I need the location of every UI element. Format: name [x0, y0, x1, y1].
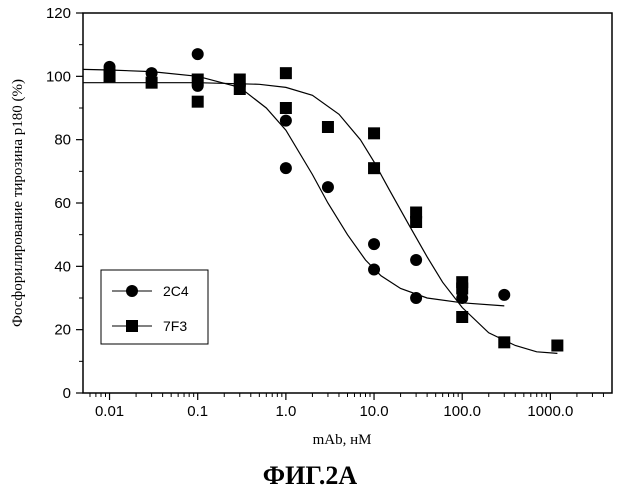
marker-7f3: [234, 83, 246, 95]
marker-2c4: [322, 181, 334, 193]
marker-2c4: [368, 264, 380, 276]
marker-7f3: [192, 96, 204, 108]
legend-box: [101, 270, 208, 344]
marker-7f3: [456, 311, 468, 323]
y-tick-label: 100: [46, 68, 71, 85]
marker-2c4: [498, 289, 510, 301]
marker-2c4: [280, 162, 292, 174]
legend: 2C4 7F3: [101, 270, 208, 344]
figure-caption: ФИГ.2А: [263, 461, 358, 490]
x-tick-label: 100.0: [443, 403, 481, 420]
marker-7f3: [551, 340, 563, 352]
x-tick-label: 1.0: [275, 403, 296, 420]
y-tick-label: 80: [54, 132, 71, 149]
legend-label-2c4: 2C4: [163, 283, 189, 299]
marker-2c4: [410, 254, 422, 266]
y-tick-label: 20: [54, 322, 71, 339]
y-tick-label: 40: [54, 258, 71, 275]
x-axis-title: mAb, нМ: [313, 432, 372, 448]
marker-2c4: [280, 115, 292, 127]
legend-label-7f3: 7F3: [163, 318, 187, 334]
marker-7f3: [280, 102, 292, 114]
legend-marker-7f3: [126, 320, 138, 332]
marker-7f3: [498, 336, 510, 348]
marker-7f3: [368, 162, 380, 174]
marker-7f3: [410, 216, 422, 228]
x-axis-ticks: 0.01 0.1 1.0 10.0 100.0 1000.0: [90, 393, 603, 420]
marker-7f3: [146, 77, 158, 89]
y-tick-label: 0: [63, 385, 71, 402]
marker-2c4: [410, 292, 422, 304]
y-tick-label: 120: [46, 5, 71, 22]
y-axis-title: Фосфорилирование тирозина p180 (%): [10, 79, 26, 327]
marker-2c4: [192, 48, 204, 60]
y-tick-label: 60: [54, 195, 71, 212]
x-tick-label: 10.0: [359, 403, 388, 420]
marker-7f3: [280, 67, 292, 79]
marker-7f3: [368, 127, 380, 139]
x-tick-label: 1000.0: [527, 403, 573, 420]
marker-7f3: [322, 121, 334, 133]
marker-7f3: [456, 283, 468, 295]
marker-7f3: [192, 74, 204, 86]
marker-2c4: [368, 238, 380, 250]
y-axis-ticks: 0 20 40 60 80 100 120: [46, 5, 83, 402]
marker-7f3: [104, 70, 116, 82]
legend-marker-2c4: [126, 285, 138, 297]
x-tick-label: 0.1: [187, 403, 208, 420]
x-tick-label: 0.01: [95, 403, 124, 420]
